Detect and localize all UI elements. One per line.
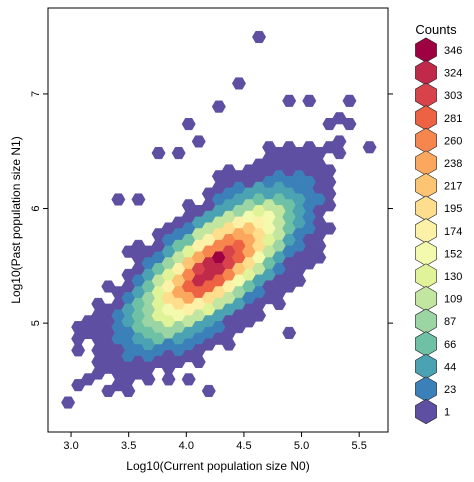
legend-items: 346 324 303 281 260 238 217 195 174 152 130 109 87 66… [415,37,462,425]
hexbin-cell [252,30,267,44]
hexbin-cell [101,384,116,398]
legend: Counts 346 324 303 281 260 238 217 195 174 152 130… [415,22,462,425]
hexbin-cell [231,77,246,90]
legend-label: 66 [444,339,456,351]
legend-label: 109 [444,294,462,306]
hexbin-cell [332,147,347,160]
hexbin-cell [282,326,297,339]
legend-label: 130 [444,271,462,283]
legend-label: 152 [444,248,462,260]
hexbin-cell [272,297,287,310]
hexbin-cell [131,193,146,206]
hexbin-cell [71,321,86,334]
hexbin-cell [61,396,76,409]
hexbin-cell [171,147,186,160]
legend-label: 87 [444,316,456,328]
hexbin-cell [342,118,357,131]
hexbin-cell [201,384,216,398]
hexbin-cell [342,94,357,107]
legend-label: 1 [444,407,450,419]
hexbin-cell [91,309,106,322]
hexbin-cell [282,94,297,107]
legend-label: 217 [444,181,462,193]
legend-label: 281 [444,113,462,125]
plot-frame [47,7,389,433]
hexbin-cell [211,100,226,113]
legend-label: 260 [444,135,462,147]
hexbin-cell [322,199,337,212]
hexbin-cell [312,251,327,264]
hexbin-cell [161,373,176,386]
hexbin-cell [181,118,196,131]
legend-label: 195 [444,203,462,215]
legend-label: 23 [444,384,456,396]
hexbin-cell [111,193,126,206]
hexbin-cell [191,355,206,368]
x-tick-label: 5.0 [294,440,309,452]
hexbin-cell [221,338,236,351]
legend-swatch [415,399,437,425]
hexbin-cell [71,379,86,392]
tick-layer: 3.0 3.5 4.0 4.5 5.0 5.5 5 6 7 [30,91,393,452]
x-tick-label: 3.0 [63,440,78,452]
hexbin-layer [61,30,377,409]
y-tick-label: 7 [30,91,42,97]
legend-title: Counts [415,22,457,37]
hexbin-cell [71,344,86,357]
legend-label: 238 [444,158,462,170]
x-tick-label: 4.5 [236,440,251,452]
hexbin-cell [252,309,267,322]
legend-label: 44 [444,361,456,373]
legend-label: 324 [444,68,462,80]
y-tick-label: 6 [30,205,42,211]
x-tick-label: 5.5 [352,440,367,452]
legend-label: 174 [444,226,462,238]
legend-label: 346 [444,45,462,57]
hexbin-cell [151,147,166,160]
x-axis-label: Log10(Current population size N0) [126,459,309,473]
hexbin-cell [191,135,206,148]
hexbin-cell [302,94,317,107]
hexbin-cell [181,373,196,386]
hexbin-cell [362,141,377,154]
y-tick-label: 5 [30,320,42,326]
legend-label: 303 [444,90,462,102]
hexbin-cell [322,222,337,235]
hexbin-cell [292,274,307,287]
x-tick-label: 4.0 [179,440,194,452]
x-tick-label: 3.5 [121,440,136,452]
hexbin-cell [121,384,136,398]
hexbin-cell [141,373,156,386]
y-axis-label: Log10(Past population size N1) [9,136,23,303]
